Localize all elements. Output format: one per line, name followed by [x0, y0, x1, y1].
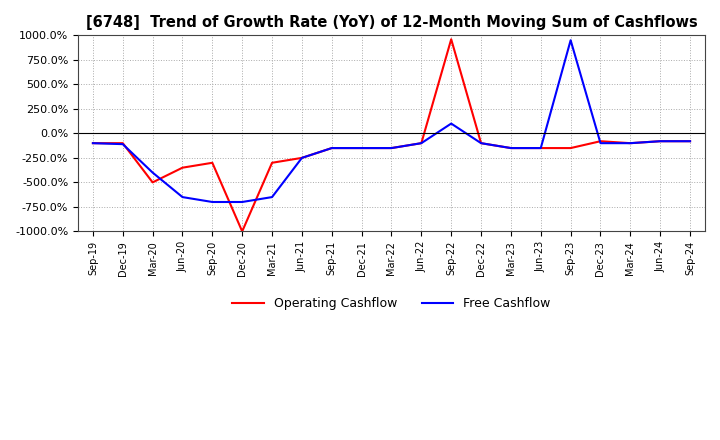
Operating Cashflow: [477, 140, 485, 146]
Free Cashflow: [268, 194, 276, 200]
Legend: Operating Cashflow, Free Cashflow: Operating Cashflow, Free Cashflow: [228, 292, 556, 315]
Free Cashflow: [387, 146, 396, 151]
Free Cashflow: [567, 37, 575, 43]
Operating Cashflow: [357, 146, 366, 151]
Free Cashflow: [596, 140, 605, 146]
Operating Cashflow: [656, 139, 665, 144]
Operating Cashflow: [447, 37, 456, 42]
Free Cashflow: [89, 140, 97, 146]
Free Cashflow: [507, 146, 516, 151]
Operating Cashflow: [536, 146, 545, 151]
Operating Cashflow: [685, 139, 694, 144]
Free Cashflow: [178, 194, 186, 200]
Free Cashflow: [656, 139, 665, 144]
Free Cashflow: [297, 155, 306, 161]
Operating Cashflow: [148, 180, 157, 185]
Title: [6748]  Trend of Growth Rate (YoY) of 12-Month Moving Sum of Cashflows: [6748] Trend of Growth Rate (YoY) of 12-…: [86, 15, 698, 30]
Free Cashflow: [536, 146, 545, 151]
Operating Cashflow: [297, 155, 306, 161]
Free Cashflow: [685, 139, 694, 144]
Free Cashflow: [417, 140, 426, 146]
Operating Cashflow: [178, 165, 186, 170]
Free Cashflow: [477, 140, 485, 146]
Operating Cashflow: [268, 160, 276, 165]
Free Cashflow: [208, 199, 217, 205]
Line: Operating Cashflow: Operating Cashflow: [93, 39, 690, 231]
Operating Cashflow: [118, 140, 127, 146]
Operating Cashflow: [89, 140, 97, 146]
Free Cashflow: [626, 140, 634, 146]
Free Cashflow: [118, 142, 127, 147]
Free Cashflow: [447, 121, 456, 126]
Operating Cashflow: [208, 160, 217, 165]
Operating Cashflow: [567, 146, 575, 151]
Operating Cashflow: [387, 146, 396, 151]
Free Cashflow: [238, 199, 246, 205]
Operating Cashflow: [238, 229, 246, 234]
Operating Cashflow: [328, 146, 336, 151]
Operating Cashflow: [507, 146, 516, 151]
Free Cashflow: [357, 146, 366, 151]
Operating Cashflow: [417, 140, 426, 146]
Operating Cashflow: [626, 140, 634, 146]
Free Cashflow: [148, 170, 157, 175]
Line: Free Cashflow: Free Cashflow: [93, 40, 690, 202]
Operating Cashflow: [596, 139, 605, 144]
Free Cashflow: [328, 146, 336, 151]
